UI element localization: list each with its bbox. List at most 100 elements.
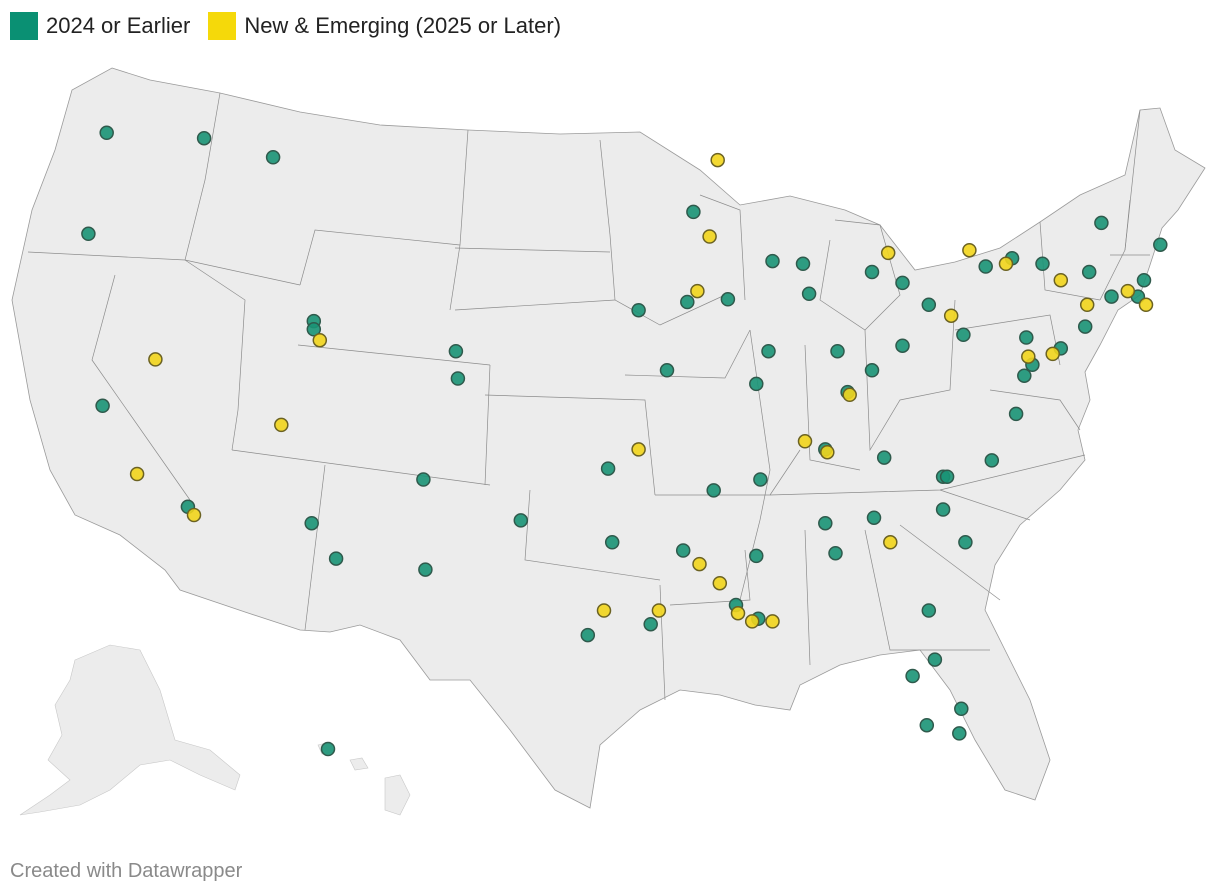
marker-earlier[interactable] [1136,272,1152,288]
marker-earlier[interactable] [720,292,736,307]
marker-new[interactable] [744,614,760,629]
marker-earlier[interactable] [830,343,845,359]
marker-earlier[interactable] [795,256,811,272]
marker-earlier[interactable] [828,545,843,561]
marker-earlier[interactable] [416,472,431,487]
marker-earlier[interactable] [818,515,833,531]
marker-earlier[interactable] [761,343,776,359]
marker-new[interactable] [148,352,163,367]
marker-earlier[interactable] [580,627,596,643]
us-mainland [11,67,1206,809]
marker-earlier[interactable] [604,535,620,550]
marker-new[interactable] [129,466,145,482]
marker-earlier[interactable] [954,701,969,717]
marker-new[interactable] [312,332,328,348]
marker-earlier[interactable] [643,616,658,632]
marker-new[interactable] [692,556,707,572]
marker-earlier[interactable] [600,461,616,476]
marker-new[interactable] [820,444,835,460]
marker-earlier[interactable] [978,259,993,274]
marker-earlier[interactable] [304,515,319,531]
marker-new[interactable] [1021,349,1036,364]
marker-earlier[interactable] [196,130,212,146]
marker-earlier[interactable] [939,469,955,484]
marker-new[interactable] [710,152,725,168]
marker-earlier[interactable] [1017,368,1032,383]
marker-earlier[interactable] [935,502,951,517]
marker-earlier[interactable] [1104,289,1119,304]
marker-earlier[interactable] [1077,319,1093,334]
marker-new[interactable] [883,535,898,550]
marker-earlier[interactable] [952,726,967,741]
marker-earlier[interactable] [418,562,433,577]
marker-earlier[interactable] [450,371,466,386]
marker-new[interactable] [1079,297,1095,313]
marker-earlier[interactable] [921,297,937,313]
marker-new[interactable] [186,507,202,523]
marker-earlier[interactable] [801,286,817,302]
marker-earlier[interactable] [659,363,675,378]
marker-new[interactable] [651,603,667,618]
marker-earlier[interactable] [895,275,910,291]
marker-earlier[interactable] [95,398,110,414]
marker-new[interactable] [797,434,813,449]
marker-earlier[interactable] [265,150,281,165]
marker-earlier[interactable] [1019,330,1034,345]
marker-new[interactable] [962,242,977,258]
legend-item-new: New & Emerging (2025 or Later) [208,12,561,40]
marker-earlier[interactable] [876,450,892,465]
marker-earlier[interactable] [675,543,691,558]
marker-earlier[interactable] [895,338,910,353]
marker-earlier[interactable] [958,535,973,550]
marker-earlier[interactable] [905,668,920,684]
marker-earlier[interactable] [749,376,764,392]
marker-earlier[interactable] [306,322,322,337]
marker-earlier[interactable] [753,472,768,487]
legend-swatch-earlier [10,12,38,40]
marker-earlier[interactable] [513,513,529,528]
marker-new[interactable] [1120,283,1136,299]
marker-earlier[interactable] [1153,237,1168,252]
marker-earlier[interactable] [956,327,971,343]
marker-new[interactable] [943,308,959,323]
marker-new[interactable] [998,256,1014,272]
marker-new[interactable] [842,387,857,403]
marker-new[interactable] [690,283,705,299]
land-shapes [11,67,1206,816]
marker-earlier[interactable] [1094,215,1109,231]
marker-earlier[interactable] [686,204,701,220]
marker-earlier[interactable] [1081,264,1097,280]
marker-earlier[interactable] [919,717,935,733]
marker-earlier[interactable] [320,741,336,757]
marker-new[interactable] [596,603,612,618]
marker-earlier[interactable] [864,363,880,378]
marker-new[interactable] [631,442,646,457]
marker-earlier[interactable] [749,548,764,564]
legend: 2024 or Earlier New & Emerging (2025 or … [10,12,561,40]
marker-new[interactable] [730,605,746,621]
marker-new[interactable] [765,614,780,629]
marker-earlier[interactable] [680,294,695,310]
marker-new[interactable] [702,229,717,244]
marker-earlier[interactable] [864,264,880,280]
marker-earlier[interactable] [921,603,937,618]
marker-earlier[interactable] [927,652,943,667]
marker-earlier[interactable] [631,302,646,318]
marker-earlier[interactable] [866,510,882,525]
marker-earlier[interactable] [81,226,96,242]
marker-earlier[interactable] [984,453,1000,468]
marker-new[interactable] [880,245,896,261]
marker-new[interactable] [274,417,289,433]
marker-new[interactable] [1045,346,1060,362]
marker-earlier[interactable] [99,125,114,141]
marker-earlier[interactable] [328,551,344,566]
marker-earlier[interactable] [706,483,721,498]
marker-earlier[interactable] [1008,406,1024,422]
marker-new[interactable] [712,575,728,591]
marker-new[interactable] [1053,272,1069,288]
marker-earlier[interactable] [765,253,780,269]
marker-earlier[interactable] [448,343,464,359]
marker-earlier[interactable] [1035,256,1050,272]
marker-new[interactable] [1138,297,1154,313]
